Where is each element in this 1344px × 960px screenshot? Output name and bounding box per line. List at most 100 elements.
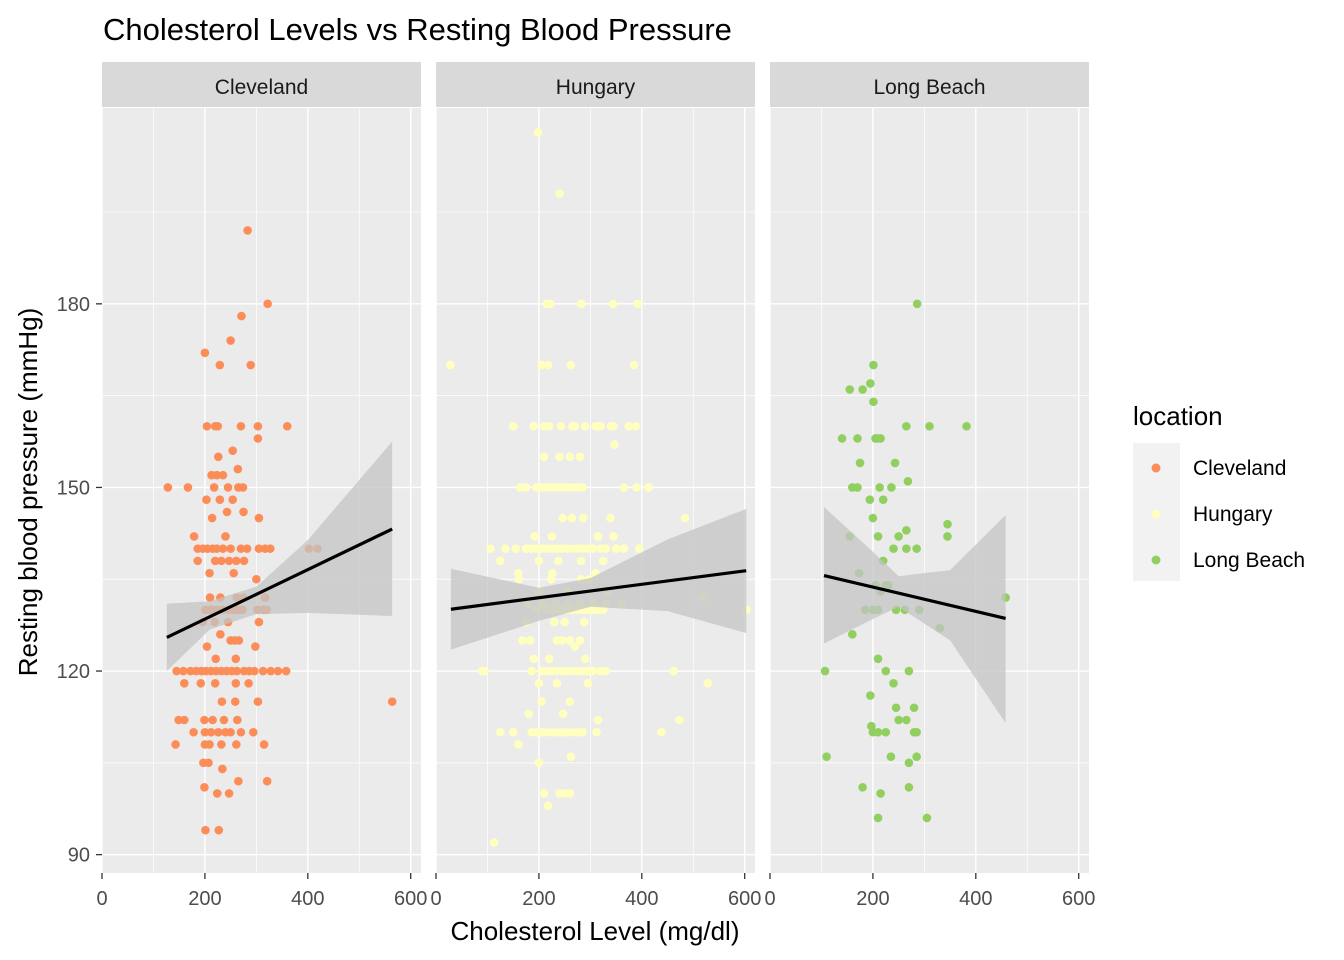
data-point [598, 556, 608, 566]
data-point [943, 519, 952, 529]
panel-cleveland: Cleveland 0 200 400 600 [96, 62, 427, 910]
data-point [567, 513, 577, 523]
legend-label: Hungary [1193, 503, 1273, 526]
data-point [593, 532, 603, 541]
data-point [217, 740, 226, 749]
facet-strip-label: Hungary [556, 76, 636, 99]
data-point [524, 709, 533, 719]
y-tick-label: 120 [57, 661, 90, 683]
data-point [239, 556, 249, 566]
data-point [570, 421, 580, 431]
data-point [254, 617, 264, 627]
data-point [925, 421, 934, 431]
data-point [619, 483, 629, 492]
data-point [222, 507, 232, 517]
data-point [558, 709, 568, 719]
data-point [387, 697, 397, 706]
data-point [539, 789, 549, 798]
data-point [822, 752, 831, 762]
data-point [204, 758, 213, 768]
y-axis-title: Resting blood pressure (mmHg) [13, 308, 43, 676]
data-point [254, 544, 264, 553]
data-point [657, 727, 666, 737]
panel-hungary: Hungary 0 200 400 600 [430, 62, 761, 910]
data-point [546, 574, 556, 584]
data-point [212, 789, 222, 798]
data-point [489, 838, 499, 847]
data-point [633, 299, 642, 309]
data-point [609, 532, 618, 541]
data-point [894, 715, 903, 725]
data-point [873, 727, 883, 737]
data-point [224, 556, 234, 566]
data-point [253, 421, 263, 431]
data-point [845, 385, 855, 394]
data-point [890, 458, 900, 468]
data-point [201, 825, 210, 835]
data-point [878, 495, 888, 504]
data-point [537, 360, 546, 370]
data-point [575, 452, 585, 462]
data-point [163, 483, 173, 492]
data-point [619, 544, 629, 553]
data-point [537, 697, 546, 706]
data-point [610, 440, 619, 449]
data-point [224, 789, 234, 798]
chart-title: Cholesterol Levels vs Resting Blood Pres… [103, 12, 732, 47]
x-tick-label: 0 [96, 888, 107, 910]
data-point [200, 348, 210, 358]
data-point [820, 666, 830, 676]
regression-line [450, 569, 747, 611]
regression-line [166, 527, 393, 639]
data-point [865, 495, 875, 504]
data-point [902, 525, 911, 535]
legend-key-long-beach [1151, 555, 1161, 565]
data-point [873, 434, 882, 443]
data-point [231, 556, 241, 566]
y-tick-label: 150 [57, 477, 90, 499]
data-point [578, 483, 587, 492]
data-point [902, 544, 911, 553]
facet-strip-label: Long Beach [873, 76, 985, 99]
data-point [624, 421, 634, 431]
data-point [565, 636, 575, 645]
data-point [875, 483, 884, 492]
data-point [529, 421, 539, 431]
data-point [244, 678, 253, 688]
data-point [869, 360, 878, 370]
data-point [223, 483, 233, 492]
data-point [912, 727, 921, 737]
data-point [217, 556, 226, 566]
data-point [248, 727, 258, 737]
data-point [543, 801, 553, 810]
x-tick-label: 400 [291, 888, 324, 910]
data-point [231, 740, 241, 749]
x-tick-label: 600 [1062, 888, 1095, 910]
data-point [533, 128, 543, 137]
data-point [881, 727, 891, 737]
data-point [511, 544, 521, 553]
data-point [233, 715, 242, 725]
data-point [853, 434, 862, 443]
data-point [557, 636, 567, 645]
data-point [904, 666, 914, 676]
data-point [560, 617, 569, 627]
data-point [207, 513, 217, 523]
data-point [837, 434, 847, 443]
data-point [962, 421, 971, 431]
facet-strip [770, 62, 1089, 107]
data-point [200, 715, 209, 725]
data-point [902, 715, 911, 725]
data-point [193, 556, 202, 566]
data-point [233, 464, 243, 474]
data-point [576, 299, 586, 309]
data-point [508, 421, 518, 431]
data-point [866, 379, 875, 388]
x-tick-label: 400 [959, 888, 992, 910]
data-point [218, 544, 228, 553]
data-point [866, 691, 875, 700]
data-point [529, 654, 539, 664]
data-point [226, 336, 235, 345]
data-point [889, 544, 898, 553]
data-point [608, 299, 618, 309]
